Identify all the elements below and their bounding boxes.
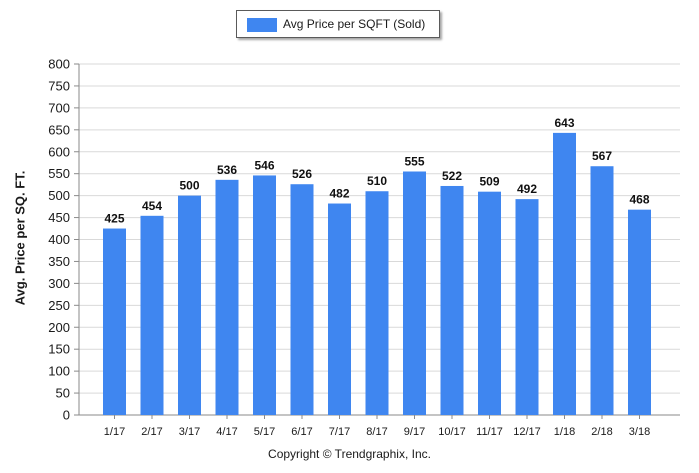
bar xyxy=(628,209,651,415)
data-label: 546 xyxy=(254,158,274,172)
x-tick-label: 5/17 xyxy=(254,426,275,438)
x-tick-label: 2/17 xyxy=(141,426,162,438)
data-label: 500 xyxy=(179,179,199,193)
y-tick-label: 250 xyxy=(48,298,70,313)
data-labels: 425 454 500 536 546 526 482 510 555 522 509 492 643 5… xyxy=(104,116,649,226)
x-tick-label: 1/17 xyxy=(104,426,125,438)
y-tick-label: 450 xyxy=(48,210,70,225)
data-label: 492 xyxy=(517,182,537,196)
data-label: 567 xyxy=(592,149,612,163)
legend: Avg Price per SQFT (Sold) xyxy=(236,10,440,38)
data-label: 482 xyxy=(329,187,349,201)
y-tick-label: 700 xyxy=(48,100,70,115)
data-label: 468 xyxy=(629,193,649,207)
x-tick-label: 12/17 xyxy=(513,426,541,438)
tick-labels: 0 50 100 150 200 250 300 350 400 450 500 550 600 650 7… xyxy=(48,57,650,439)
data-label: 510 xyxy=(367,174,387,188)
x-tick-label: 6/17 xyxy=(291,426,312,438)
data-label: 454 xyxy=(142,199,162,213)
x-tick-label: 1/18 xyxy=(554,426,575,438)
x-tick-label: 4/17 xyxy=(216,426,237,438)
legend-label: Avg Price per SQFT (Sold) xyxy=(283,17,426,31)
bar xyxy=(140,215,164,415)
bar xyxy=(365,191,389,415)
y-tick-label: 550 xyxy=(48,166,70,181)
data-label: 536 xyxy=(217,163,237,177)
x-tick-label: 2/18 xyxy=(591,426,612,438)
data-label: 509 xyxy=(479,175,499,189)
y-tick-label: 100 xyxy=(48,364,70,379)
bars xyxy=(103,132,651,416)
bar xyxy=(515,199,539,415)
x-tick-label: 3/18 xyxy=(629,426,650,438)
x-tick-label: 8/17 xyxy=(366,426,387,438)
y-tick-label: 200 xyxy=(48,320,70,335)
bar xyxy=(590,166,614,415)
copyright-text: Copyright © Trendgraphix, Inc. xyxy=(268,447,431,461)
bar xyxy=(215,179,239,415)
y-tick-label: 0 xyxy=(63,408,70,423)
x-tick-label: 3/17 xyxy=(179,426,200,438)
y-tick-label: 350 xyxy=(48,254,70,269)
bar xyxy=(253,175,276,415)
y-tick-label: 650 xyxy=(48,122,70,137)
legend-swatch xyxy=(247,18,277,32)
bar xyxy=(403,171,426,415)
y-tick-label: 500 xyxy=(48,188,70,203)
data-label: 643 xyxy=(554,116,574,130)
data-label: 526 xyxy=(292,167,312,181)
x-tick-label: 11/17 xyxy=(476,426,503,438)
bar xyxy=(178,195,201,415)
x-tick-label: 10/17 xyxy=(438,426,466,438)
bar xyxy=(440,185,464,415)
bar xyxy=(103,228,126,415)
x-tick-label: 7/17 xyxy=(329,426,350,438)
x-tick-label: 9/17 xyxy=(404,426,425,438)
y-tick-label: 800 xyxy=(48,57,70,72)
data-label: 555 xyxy=(404,154,424,168)
y-tick-label: 400 xyxy=(48,232,70,247)
y-tick-label: 600 xyxy=(48,144,70,159)
data-label: 425 xyxy=(104,212,124,226)
y-tick-label: 50 xyxy=(56,386,70,401)
bar xyxy=(553,132,576,416)
data-label: 522 xyxy=(442,169,462,183)
y-tick-label: 150 xyxy=(48,342,70,357)
bar xyxy=(328,203,351,415)
y-tick-label: 750 xyxy=(48,78,70,93)
bar xyxy=(290,184,314,415)
y-tick-label: 300 xyxy=(48,276,70,291)
bar xyxy=(478,191,501,415)
